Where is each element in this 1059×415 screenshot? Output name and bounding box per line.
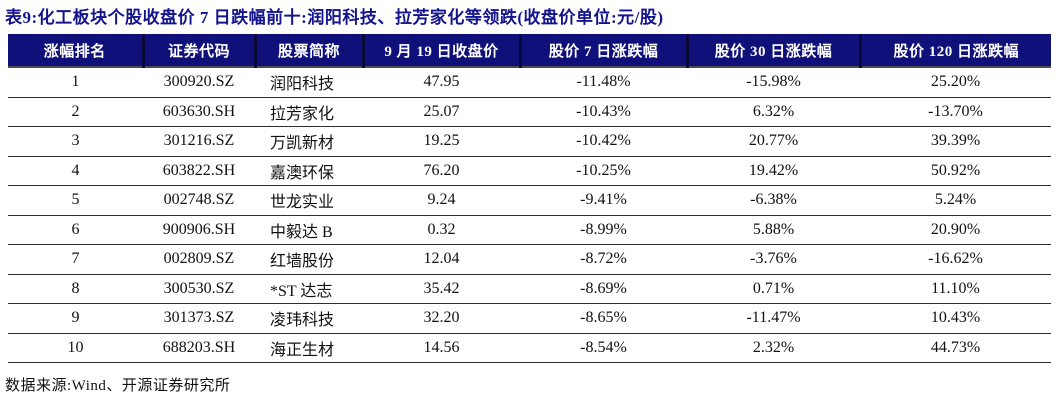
chg-120d-cell: 20.90% — [860, 215, 1051, 245]
chg-30d-cell: 5.88% — [687, 215, 860, 245]
table-row: 9 301373.SZ 凌玮科技 32.20 -8.65% -11.47% 10.43% — [8, 303, 1051, 334]
code-cell: 603630.SH — [143, 97, 255, 127]
name-cell: 海正生材 — [255, 333, 363, 363]
name-cell: 嘉澳环保 — [255, 156, 363, 186]
name-cell: 世龙实业 — [255, 185, 363, 216]
table-row: 5 002748.SZ 世龙实业 9.24 -9.41% -6.38% 5.24% — [8, 185, 1051, 216]
close-price-cell: 14.56 — [363, 333, 520, 363]
header-row: 涨幅排名 证券代码 股票简称 9 月 19 日收盘价 股价 7 日涨跌幅 股价 … — [8, 34, 1051, 68]
chg-7d-cell: -8.65% — [520, 303, 687, 334]
chg-7d-cell: -10.43% — [520, 97, 687, 127]
code-cell: 603822.SH — [143, 156, 255, 186]
code-cell: 900906.SH — [143, 215, 255, 245]
table-body: 1 300920.SZ 润阳科技 47.95 -11.48% -15.98% 25.20% 2… — [8, 67, 1051, 363]
chg-30d-cell: -3.76% — [687, 244, 860, 275]
rank-cell: 5 — [8, 185, 143, 216]
close-price-cell: 47.95 — [363, 67, 520, 98]
name-cell: *ST 达志 — [255, 274, 363, 304]
table-row: 6 900906.SH 中毅达 B 0.32 -8.99% 5.88% 20.90% — [8, 215, 1051, 245]
code-cell: 301373.SZ — [143, 303, 255, 334]
chg-120d-cell: 11.10% — [860, 274, 1051, 304]
name-cell: 红墙股份 — [255, 244, 363, 275]
chg-7d-cell: -8.69% — [520, 274, 687, 304]
rank-cell: 6 — [8, 215, 143, 245]
chg-120d-cell: 44.73% — [860, 333, 1051, 363]
close-price-cell: 32.20 — [363, 303, 520, 334]
close-price-cell: 35.42 — [363, 274, 520, 304]
chg-30d-cell: 0.71% — [687, 274, 860, 304]
column-header-chg-7d: 股价 7 日涨跌幅 — [518, 34, 687, 68]
close-price-cell: 25.07 — [363, 97, 520, 127]
rank-cell: 8 — [8, 274, 143, 304]
name-cell: 万凯新材 — [255, 126, 363, 157]
table-row: 2 603630.SH 拉芳家化 25.07 -10.43% 6.32% -13.70% — [8, 97, 1051, 127]
table-row: 1 300920.SZ 润阳科技 47.95 -11.48% -15.98% 25.20% — [8, 67, 1051, 98]
chg-120d-cell: 10.43% — [860, 303, 1051, 334]
rank-cell: 3 — [8, 126, 143, 157]
chg-7d-cell: -8.72% — [520, 244, 687, 275]
chg-7d-cell: -9.41% — [520, 185, 687, 216]
code-cell: 688203.SH — [143, 333, 255, 363]
chg-30d-cell: -11.47% — [687, 303, 860, 334]
close-price-cell: 76.20 — [363, 156, 520, 186]
table-row: 10 688203.SH 海正生材 14.56 -8.54% 2.32% 44.73% — [8, 333, 1051, 363]
chg-120d-cell: -16.62% — [860, 244, 1051, 275]
chg-30d-cell: 2.32% — [687, 333, 860, 363]
table-row: 7 002809.SZ 红墙股份 12.04 -8.72% -3.76% -16.62% — [8, 244, 1051, 275]
table-title: 表9:化工板块个股收盘价 7 日跌幅前十:润阳科技、拉芳家化等领跌(收盘价单位:… — [5, 8, 664, 27]
rank-cell: 7 — [8, 244, 143, 275]
chg-7d-cell: -8.54% — [520, 333, 687, 363]
chg-120d-cell: 25.20% — [860, 67, 1051, 98]
chg-30d-cell: -6.38% — [687, 185, 860, 216]
code-cell: 002809.SZ — [143, 244, 255, 275]
table-row: 3 301216.SZ 万凯新材 19.25 -10.42% 20.77% 39.39% — [8, 126, 1051, 157]
code-cell: 300530.SZ — [143, 274, 255, 304]
chg-7d-cell: -11.48% — [520, 67, 687, 98]
column-header-chg-30d: 股价 30 日涨跌幅 — [685, 34, 860, 68]
chg-30d-cell: 19.42% — [687, 156, 860, 186]
rank-cell: 2 — [8, 97, 143, 127]
chg-30d-cell: -15.98% — [687, 67, 860, 98]
chg-120d-cell: 39.39% — [860, 126, 1051, 157]
column-header-name: 股票简称 — [253, 34, 363, 68]
rank-cell: 10 — [8, 333, 143, 363]
table-row: 8 300530.SZ *ST 达志 35.42 -8.69% 0.71% 11.10% — [8, 274, 1051, 304]
table-row: 4 603822.SH 嘉澳环保 76.20 -10.25% 19.42% 50.92% — [8, 156, 1051, 186]
column-header-chg-120d: 股价 120 日涨跌幅 — [858, 34, 1051, 68]
rank-cell: 4 — [8, 156, 143, 186]
close-price-cell: 9.24 — [363, 185, 520, 216]
chg-7d-cell: -10.25% — [520, 156, 687, 186]
chg-120d-cell: 50.92% — [860, 156, 1051, 186]
chg-7d-cell: -10.42% — [520, 126, 687, 157]
close-price-cell: 19.25 — [363, 126, 520, 157]
chg-30d-cell: 20.77% — [687, 126, 860, 157]
data-source: 数据来源:Wind、开源证券研究所 — [5, 378, 231, 394]
name-cell: 中毅达 B — [255, 215, 363, 245]
rank-cell: 9 — [8, 303, 143, 334]
close-price-cell: 12.04 — [363, 244, 520, 275]
name-cell: 拉芳家化 — [255, 97, 363, 127]
code-cell: 002748.SZ — [143, 185, 255, 216]
table-header: 涨幅排名 证券代码 股票简称 9 月 19 日收盘价 股价 7 日涨跌幅 股价 … — [8, 34, 1051, 68]
chg-120d-cell: -13.70% — [860, 97, 1051, 127]
chg-30d-cell: 6.32% — [687, 97, 860, 127]
stocks-table: 涨幅排名 证券代码 股票简称 9 月 19 日收盘价 股价 7 日涨跌幅 股价 … — [8, 34, 1051, 363]
column-header-code: 证券代码 — [141, 34, 255, 68]
close-price-cell: 0.32 — [363, 215, 520, 245]
rank-cell: 1 — [8, 67, 143, 98]
column-header-close-price: 9 月 19 日收盘价 — [361, 34, 520, 68]
code-cell: 301216.SZ — [143, 126, 255, 157]
name-cell: 润阳科技 — [255, 67, 363, 98]
name-cell: 凌玮科技 — [255, 303, 363, 334]
column-header-rank: 涨幅排名 — [8, 34, 143, 68]
code-cell: 300920.SZ — [143, 67, 255, 98]
chg-120d-cell: 5.24% — [860, 185, 1051, 216]
chg-7d-cell: -8.99% — [520, 215, 687, 245]
